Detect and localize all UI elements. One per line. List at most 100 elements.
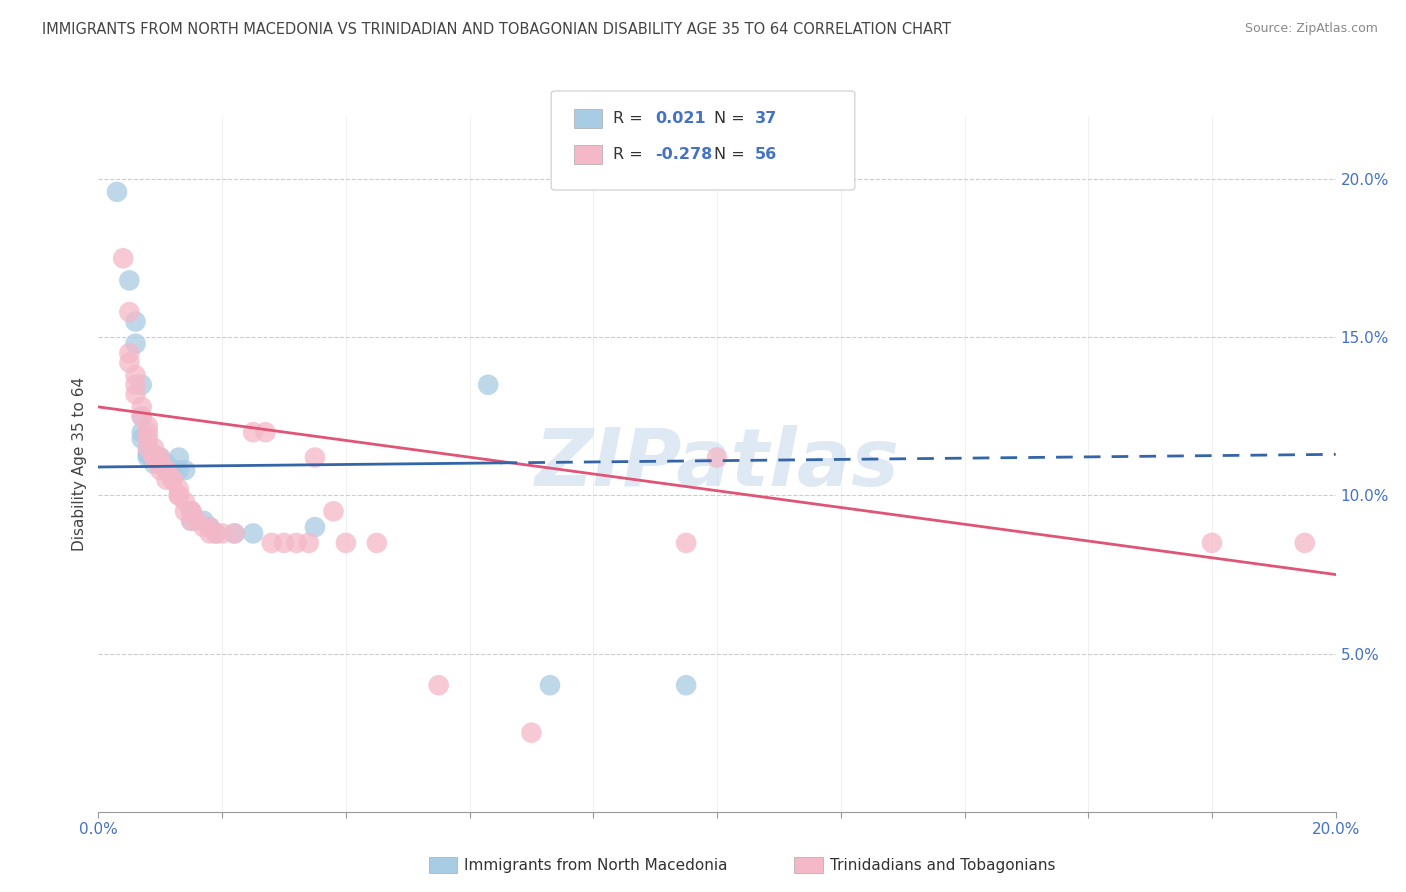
Point [193,514,215,528]
Point [180,504,202,518]
Point [136,425,159,440]
Point [186,514,208,528]
Point [211,526,233,541]
Point [205,526,228,541]
Text: 56: 56 [755,147,778,161]
Point [162,463,184,477]
Text: Trinidadians and Tobagonians: Trinidadians and Tobagonians [830,858,1054,872]
Text: Source: ZipAtlas.com: Source: ZipAtlas.com [1244,22,1378,36]
Point [149,450,172,465]
Point [174,463,197,477]
Point [131,400,153,414]
Point [131,425,153,440]
Point [136,447,159,461]
Point [149,457,172,471]
Point [167,482,190,496]
Y-axis label: Disability Age 35 to 64: Disability Age 35 to 64 [72,376,87,551]
Point [143,441,166,455]
Point [118,356,141,370]
Point [1201,536,1223,550]
Point [260,536,283,550]
Point [298,536,321,550]
Point [124,377,146,392]
Point [149,457,172,471]
Point [180,514,202,528]
Point [675,536,697,550]
Point [366,536,388,550]
Point [1294,536,1316,550]
Point [198,520,221,534]
Text: N =: N = [714,147,751,161]
Point [118,273,141,287]
Point [136,450,159,465]
Point [136,441,159,455]
Point [143,447,166,461]
Point [242,526,264,541]
Point [136,418,159,433]
Point [143,457,166,471]
Point [143,450,166,465]
Point [155,457,177,471]
Point [167,488,190,502]
Point [198,526,221,541]
Point [706,450,728,465]
Point [155,473,177,487]
Point [167,488,190,502]
Point [124,368,146,383]
Point [162,473,184,487]
Point [155,463,177,477]
Point [143,450,166,465]
Point [167,463,190,477]
Point [224,526,246,541]
Point [149,457,172,471]
Point [149,463,172,477]
Point [477,377,499,392]
Point [136,432,159,446]
Text: 37: 37 [755,112,778,126]
Point [155,463,177,477]
Point [285,536,308,550]
Point [174,504,197,518]
Point [304,520,326,534]
Text: ZIPatlas: ZIPatlas [534,425,900,503]
Point [273,536,295,550]
Text: Immigrants from North Macedonia: Immigrants from North Macedonia [464,858,727,872]
Point [124,314,146,328]
Point [675,678,697,692]
Point [149,450,172,465]
Point [427,678,450,692]
Point [167,450,190,465]
Point [174,495,197,509]
Point [136,441,159,455]
Point [254,425,277,440]
Point [520,725,543,739]
Point [242,425,264,440]
Text: R =: R = [613,112,648,126]
Point [162,463,184,477]
Point [205,526,228,541]
Point [131,432,153,446]
Point [322,504,344,518]
Point [131,409,153,424]
Point [193,520,215,534]
Point [105,185,128,199]
Point [136,447,159,461]
Point [155,463,177,477]
Point [149,457,172,471]
Point [118,305,141,319]
Point [304,450,326,465]
Point [224,526,246,541]
Text: 0.021: 0.021 [655,112,706,126]
Point [112,252,135,266]
Point [180,514,202,528]
Point [124,336,146,351]
Point [335,536,357,550]
Text: N =: N = [714,112,751,126]
Point [180,504,202,518]
Point [155,463,177,477]
Point [131,377,153,392]
Point [143,450,166,465]
Point [198,520,221,534]
Text: R =: R = [613,147,648,161]
Point [180,504,202,518]
